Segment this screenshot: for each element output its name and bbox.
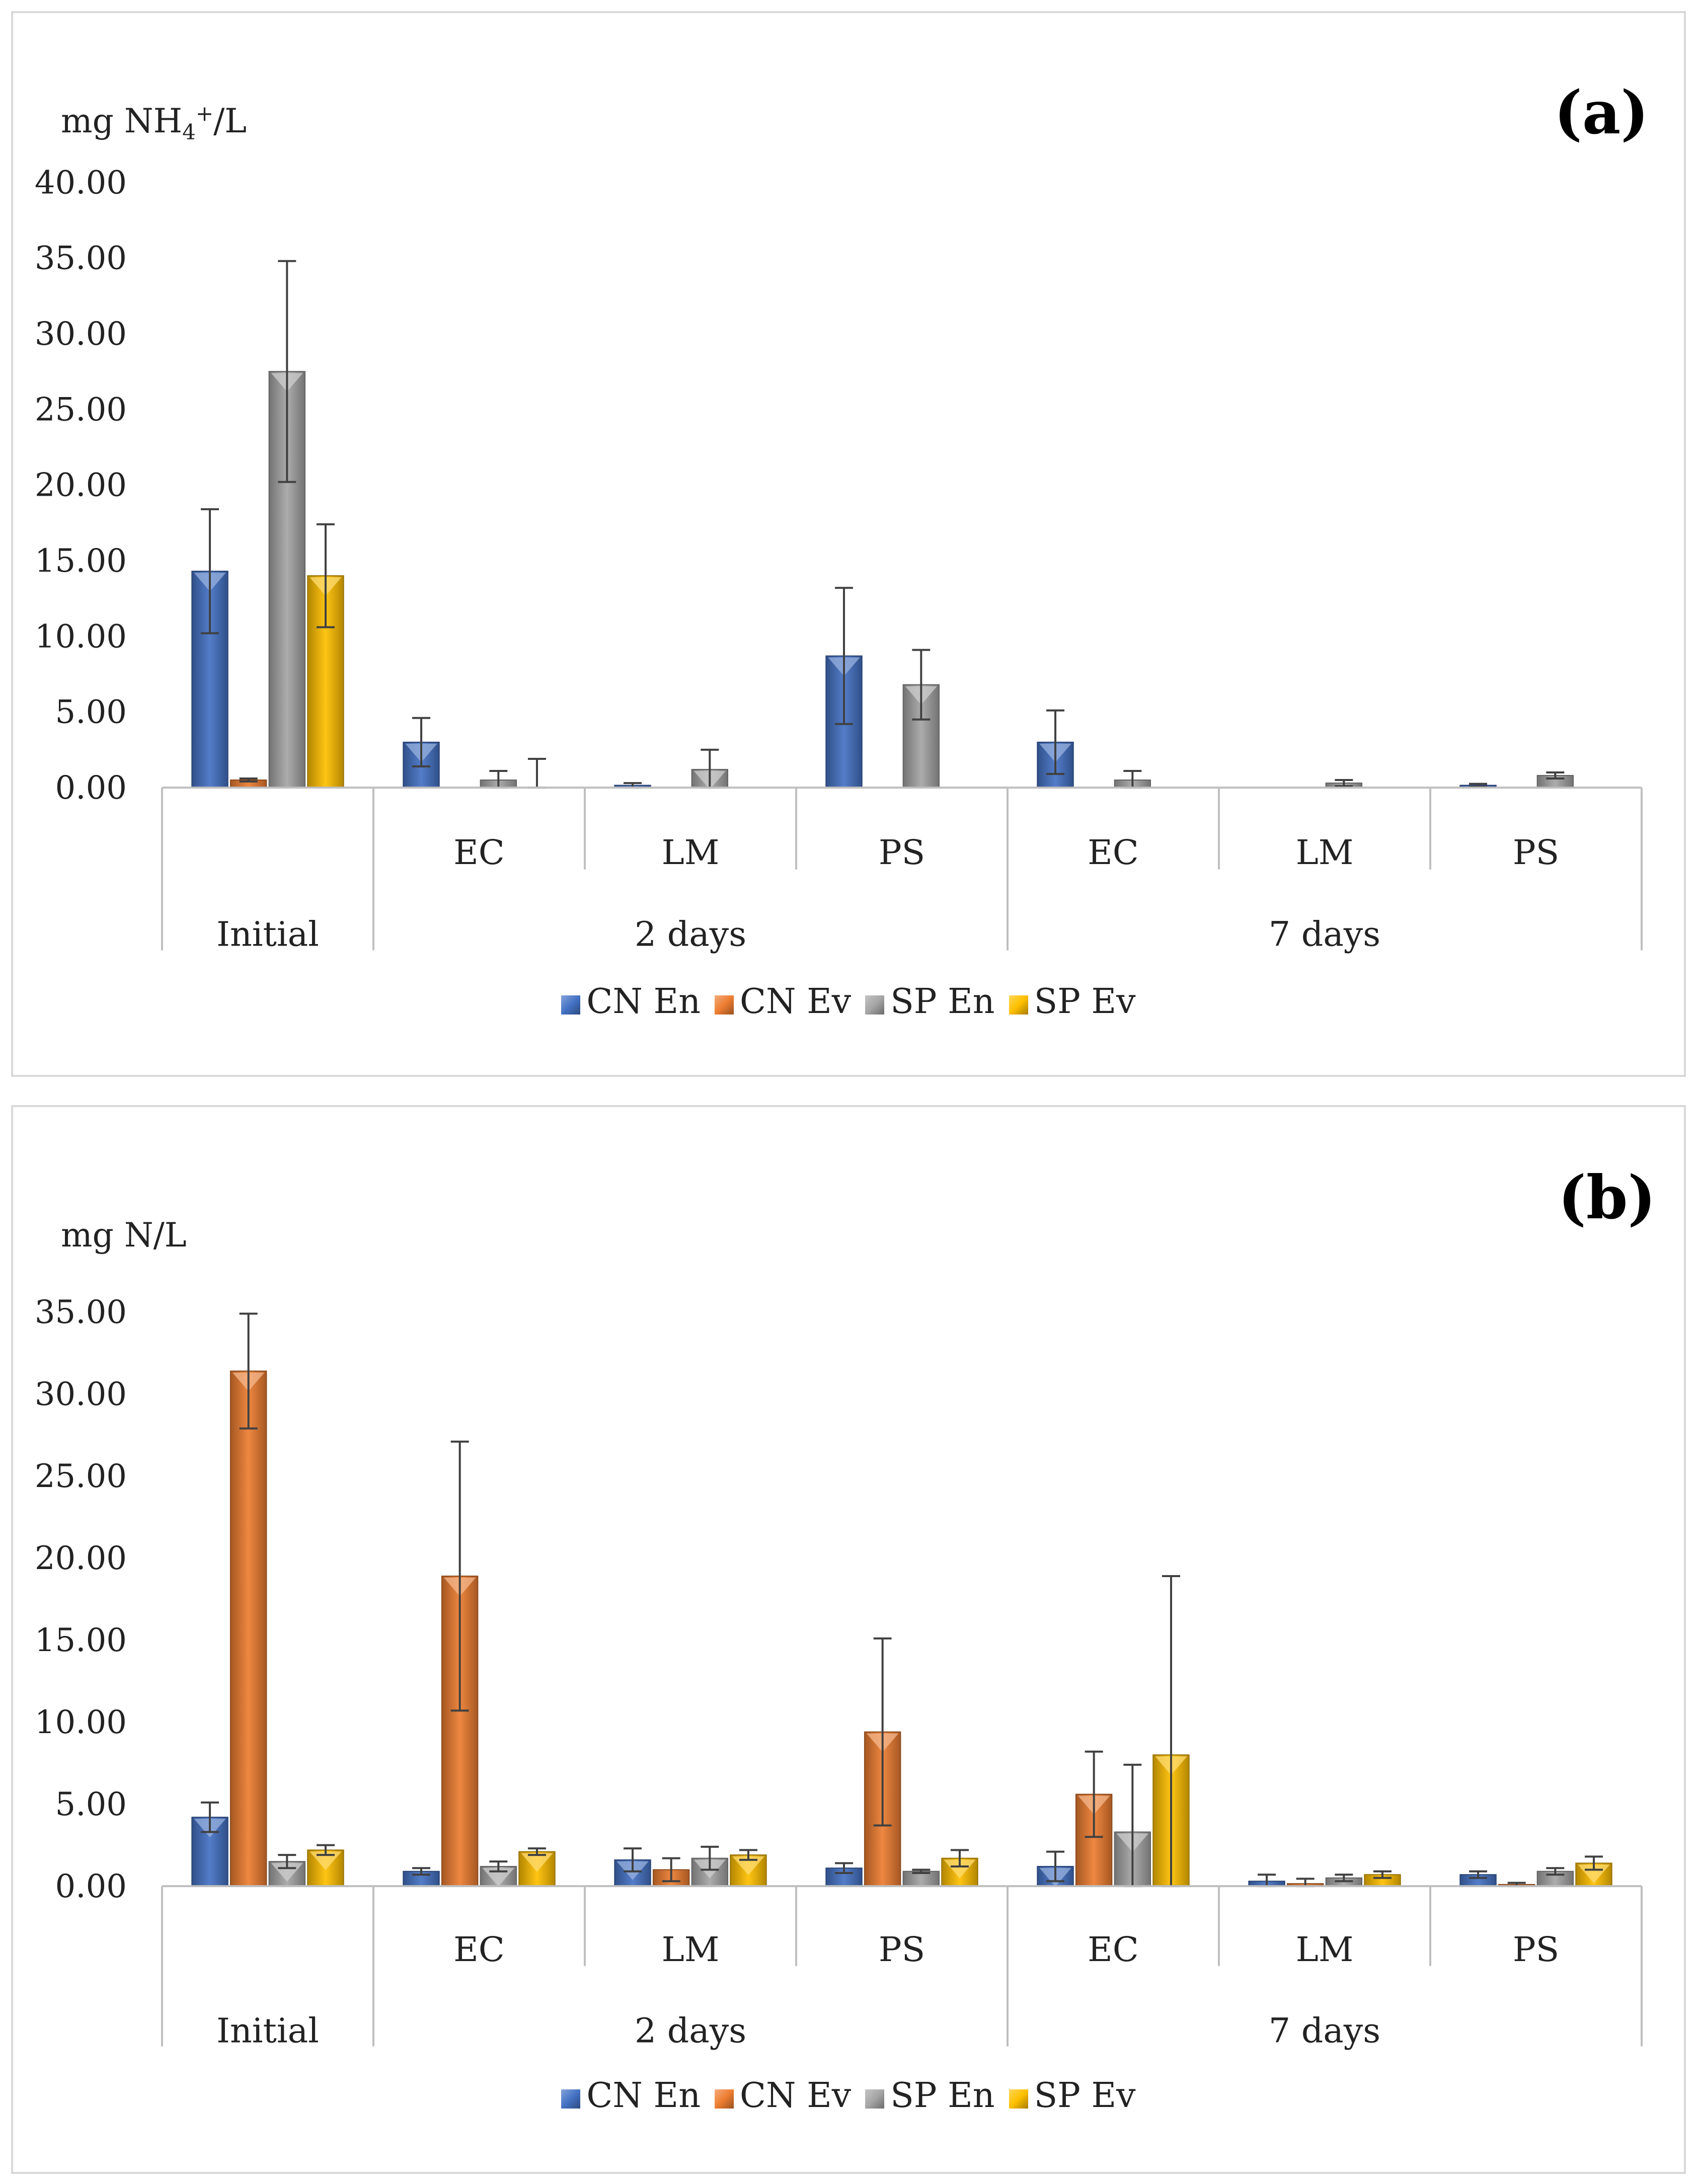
legend-label: CN Ev [739, 982, 852, 1022]
category-label: PS [879, 1930, 925, 1970]
category-label: EC [1088, 1930, 1139, 1970]
legend-item: CN Ev [714, 982, 852, 1022]
chart-legend: CN En CN Ev SP En SP Ev [13, 982, 1684, 1022]
legend-item: CN Ev [714, 2076, 852, 2116]
bar-highlight [482, 1867, 515, 1887]
y-tick-label: 5.00 [55, 694, 127, 731]
bar [229, 1370, 267, 1887]
legend-swatch [714, 995, 734, 1015]
chart-a-plot: 0.00 5.00 10.00 15.00 20.00 25.00 30.00 35.00 40… [35, 164, 1643, 955]
y-axis-unit-label: mg NH4+/L [61, 101, 247, 145]
group-label: 2 days [635, 2011, 746, 2051]
category-label: EC [1088, 833, 1139, 873]
y-tick-label: 30.00 [35, 1376, 127, 1413]
group-label: 7 days [1269, 915, 1380, 955]
y-tick-label: 25.00 [35, 1458, 127, 1495]
group-label: 7 days [1269, 2011, 1380, 2051]
bar-highlight [310, 1851, 342, 1870]
bar-highlight [732, 1856, 764, 1876]
legend-item: CN En [561, 2076, 701, 2116]
y-tick-label: 20.00 [35, 1540, 127, 1577]
y-tick-label: 40.00 [35, 164, 127, 201]
legend-swatch [1009, 2089, 1028, 2109]
legend-label: SP En [890, 2076, 995, 2116]
y-tick-label: 10.00 [35, 1704, 127, 1741]
legend-item: SP En [865, 982, 995, 1022]
bar-highlight [521, 1853, 553, 1872]
chart-b-plot: 0.00 5.00 10.00 15.00 20.00 25.00 30.00 35.00 EC… [35, 1294, 1643, 2051]
y-tick-label: 10.00 [35, 618, 127, 655]
legend-label: CN Ev [739, 2076, 852, 2116]
group-label: Initial [216, 2011, 319, 2051]
category-label: PS [1513, 833, 1559, 873]
chart-panel-b: mg N/L (b) 0.00 5.00 10.00 15.00 20.00 25.00 3… [11, 1105, 1686, 2174]
category-label: PS [1513, 1930, 1559, 1970]
y-tick-label: 5.00 [55, 1786, 127, 1823]
chart-legend: CN En CN Ev SP En SP Ev [13, 2076, 1684, 2116]
legend-label: SP En [890, 982, 995, 1022]
legend-label: SP Ev [1034, 982, 1136, 1022]
legend-swatch [561, 995, 581, 1015]
legend-swatch [865, 995, 885, 1015]
legend-swatch [714, 2089, 734, 2109]
legend-label: CN En [586, 2076, 701, 2116]
category-label: EC [453, 833, 505, 873]
legend-swatch [561, 2089, 581, 2109]
chart-panel-a: mg NH4+/L (a) 0.00 5.00 10.00 15.00 20.00 25.… [11, 11, 1686, 1077]
legend-label: CN En [586, 982, 701, 1022]
y-axis-unit-label: mg N/L [61, 1216, 187, 1255]
category-label: LM [1296, 833, 1354, 873]
group-label: 2 days [635, 915, 746, 955]
legend-label: SP Ev [1034, 2076, 1136, 2116]
category-label: LM [662, 833, 720, 873]
y-tick-label: 35.00 [35, 1294, 127, 1331]
legend-swatch [1009, 995, 1028, 1015]
category-label: LM [1296, 1930, 1354, 1970]
legend-item: SP Ev [1009, 2076, 1136, 2116]
bar-highlight [944, 1859, 976, 1879]
y-tick-label: 35.00 [35, 240, 127, 277]
group-label: Initial [216, 915, 319, 955]
y-tick-label: 25.00 [35, 391, 127, 428]
category-label: LM [662, 1930, 720, 1970]
legend-swatch [865, 2089, 885, 2109]
legend-item: SP En [865, 2076, 995, 2116]
y-tick-label: 30.00 [35, 316, 127, 353]
y-tick-label: 15.00 [35, 542, 127, 580]
panel-label: (a) [1554, 77, 1649, 147]
legend-item: CN En [561, 982, 701, 1022]
category-label: PS [879, 833, 925, 873]
y-tick-label: 0.00 [55, 769, 127, 807]
y-tick-label: 15.00 [35, 1622, 127, 1659]
legend-item: SP Ev [1009, 982, 1136, 1022]
y-tick-label: 0.00 [55, 1868, 127, 1905]
category-label: EC [453, 1930, 505, 1970]
y-tick-label: 20.00 [35, 467, 127, 504]
panel-label: (b) [1558, 1162, 1656, 1232]
